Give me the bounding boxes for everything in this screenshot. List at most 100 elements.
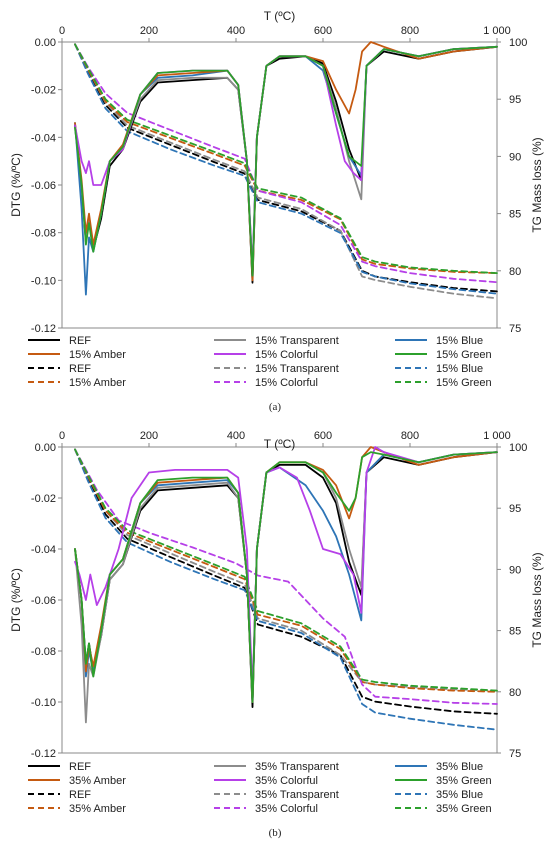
series-line-15-blue-dtg	[74, 45, 498, 296]
y-right-tick-label: 85	[509, 209, 521, 221]
x-tick-label: 1 000	[483, 430, 511, 442]
legend-label: 35% Amber	[69, 803, 126, 815]
legend-label: 15% Blue	[436, 335, 483, 347]
y-left-tick-label: -0.10	[31, 697, 56, 709]
y-left-tick-label: -0.04	[31, 544, 56, 556]
series-line-35-colorful-tg	[74, 448, 498, 705]
y-right-tick-label: 95	[509, 94, 521, 106]
series-line-15-transparent-tg	[74, 43, 498, 300]
legend-label: 35% Amber	[69, 775, 126, 787]
legend-label: REF	[69, 761, 91, 773]
y-right-tick-label: 80	[509, 266, 521, 278]
legend-label: 15% Colorful	[255, 377, 318, 389]
legend-label: REF	[69, 789, 91, 801]
legend-label: 15% Blue	[436, 363, 483, 375]
series-line-35-transparent-dtg	[74, 451, 498, 724]
legend-label: 15% Green	[436, 349, 492, 361]
series-line-35-green-dtg	[74, 451, 498, 703]
y-right-axis-title: TG Mass loss (%)	[530, 552, 544, 647]
series-line-35-amber-tg	[74, 448, 498, 693]
legend-label: 15% Green	[436, 377, 492, 389]
chart-panel-0: 0 200 400 600 800 1 000 T (ºC) 0.00 -0.02 -0.04 -0…	[9, 9, 544, 413]
x-tick-label: 800	[401, 25, 419, 37]
series-line-15-green-tg	[74, 43, 498, 274]
x-tick-label: 200	[140, 25, 158, 37]
x-tick-label: 800	[401, 430, 419, 442]
x-tick-label: 400	[227, 430, 245, 442]
panel-caption: (b)	[269, 827, 282, 839]
series-line-35-blue-tg	[74, 448, 498, 731]
y-left-tick-label: 0.00	[35, 37, 56, 49]
y-left-tick-label: -0.06	[31, 180, 56, 192]
y-left-tick-label: -0.12	[31, 323, 56, 335]
legend: REF 15% Transparent 15% Blue 15% Amber 15% C…	[28, 335, 492, 389]
legend-label: 15% Amber	[69, 349, 126, 361]
x-tick-label: 0	[59, 25, 65, 37]
legend-label: 35% Green	[436, 803, 492, 815]
y-left-tick-label: -0.08	[31, 646, 56, 658]
x-tick-label: 600	[314, 25, 332, 37]
y-right-axis-title: TG Mass loss (%)	[530, 137, 544, 232]
y-left-tick-label: -0.02	[31, 85, 56, 97]
y-right-tick-label: 80	[509, 687, 521, 699]
series-line-15-green-dtg	[74, 45, 498, 277]
legend-label: 15% Colorful	[255, 349, 318, 361]
x-tick-label: 200	[140, 430, 158, 442]
legend-label: 15% Amber	[69, 377, 126, 389]
legend-label: 35% Colorful	[255, 803, 318, 815]
series-line-15-amber-dtg	[74, 41, 498, 282]
legend-label: REF	[69, 335, 91, 347]
x-tick-label: 600	[314, 430, 332, 442]
y-right-tick-label: 100	[509, 37, 527, 49]
y-right-tick-label: 75	[509, 323, 521, 335]
legend-label: 35% Green	[436, 775, 492, 787]
series-line-15-blue-tg	[74, 43, 498, 295]
x-tick-label: 1 000	[483, 25, 511, 37]
legend: REF 35% Transparent 35% Blue 35% Amber 35% C…	[28, 761, 492, 815]
series-line-15-amber-tg	[74, 43, 498, 274]
x-axis-title: T (ºC)	[264, 9, 296, 23]
y-left-tick-label: -0.08	[31, 228, 56, 240]
legend-label: 35% Transparent	[255, 761, 339, 773]
series-line-ref-tg	[74, 448, 498, 715]
series-line-ref-tg	[74, 43, 498, 293]
series-line-35-colorful-dtg	[74, 446, 498, 693]
y-left-axis-title: DTG (%/ºC)	[9, 153, 23, 217]
series-line-15-colorful-dtg	[74, 45, 498, 270]
y-right-tick-label: 90	[509, 151, 521, 163]
y-left-tick-label: 0.00	[35, 442, 56, 454]
y-left-tick-label: -0.10	[31, 275, 56, 287]
legend-label: 35% Transparent	[255, 789, 339, 801]
series-line-15-transparent-dtg	[74, 45, 498, 275]
legend-label: 35% Colorful	[255, 775, 318, 787]
chart-panel-1: 0 200 400 600 800 1 000 T (ºC) 0.00 -0.02 -0.04 -0…	[9, 430, 544, 839]
x-axis-title: T (ºC)	[264, 437, 296, 451]
legend-label: 15% Transparent	[255, 335, 339, 347]
y-right-tick-label: 85	[509, 626, 521, 638]
y-left-tick-label: -0.04	[31, 132, 56, 144]
x-tick-label: 0	[59, 430, 65, 442]
y-right-tick-label: 90	[509, 564, 521, 576]
y-right-tick-label: 100	[509, 442, 527, 454]
legend-label: 15% Transparent	[255, 363, 339, 375]
series-line-15-colorful-tg	[74, 43, 498, 284]
y-left-tick-label: -0.02	[31, 493, 56, 505]
legend-label: 35% Blue	[436, 789, 483, 801]
series-line-ref-dtg	[74, 45, 498, 284]
series-line-35-green-tg	[74, 448, 498, 692]
series-line-35-transparent-tg	[74, 448, 498, 692]
x-tick-label: 400	[227, 25, 245, 37]
panel-caption: (a)	[269, 401, 282, 413]
y-right-tick-label: 95	[509, 503, 521, 515]
series-line-35-amber-dtg	[74, 446, 498, 703]
y-left-tick-label: -0.12	[31, 748, 56, 760]
legend-label: 35% Blue	[436, 761, 483, 773]
y-left-axis-title: DTG (%/ºC)	[9, 568, 23, 632]
legend-label: REF	[69, 363, 91, 375]
y-left-tick-label: -0.06	[31, 595, 56, 607]
y-right-tick-label: 75	[509, 748, 521, 760]
plot-frame	[61, 446, 498, 754]
series-line-ref-dtg	[74, 451, 498, 708]
